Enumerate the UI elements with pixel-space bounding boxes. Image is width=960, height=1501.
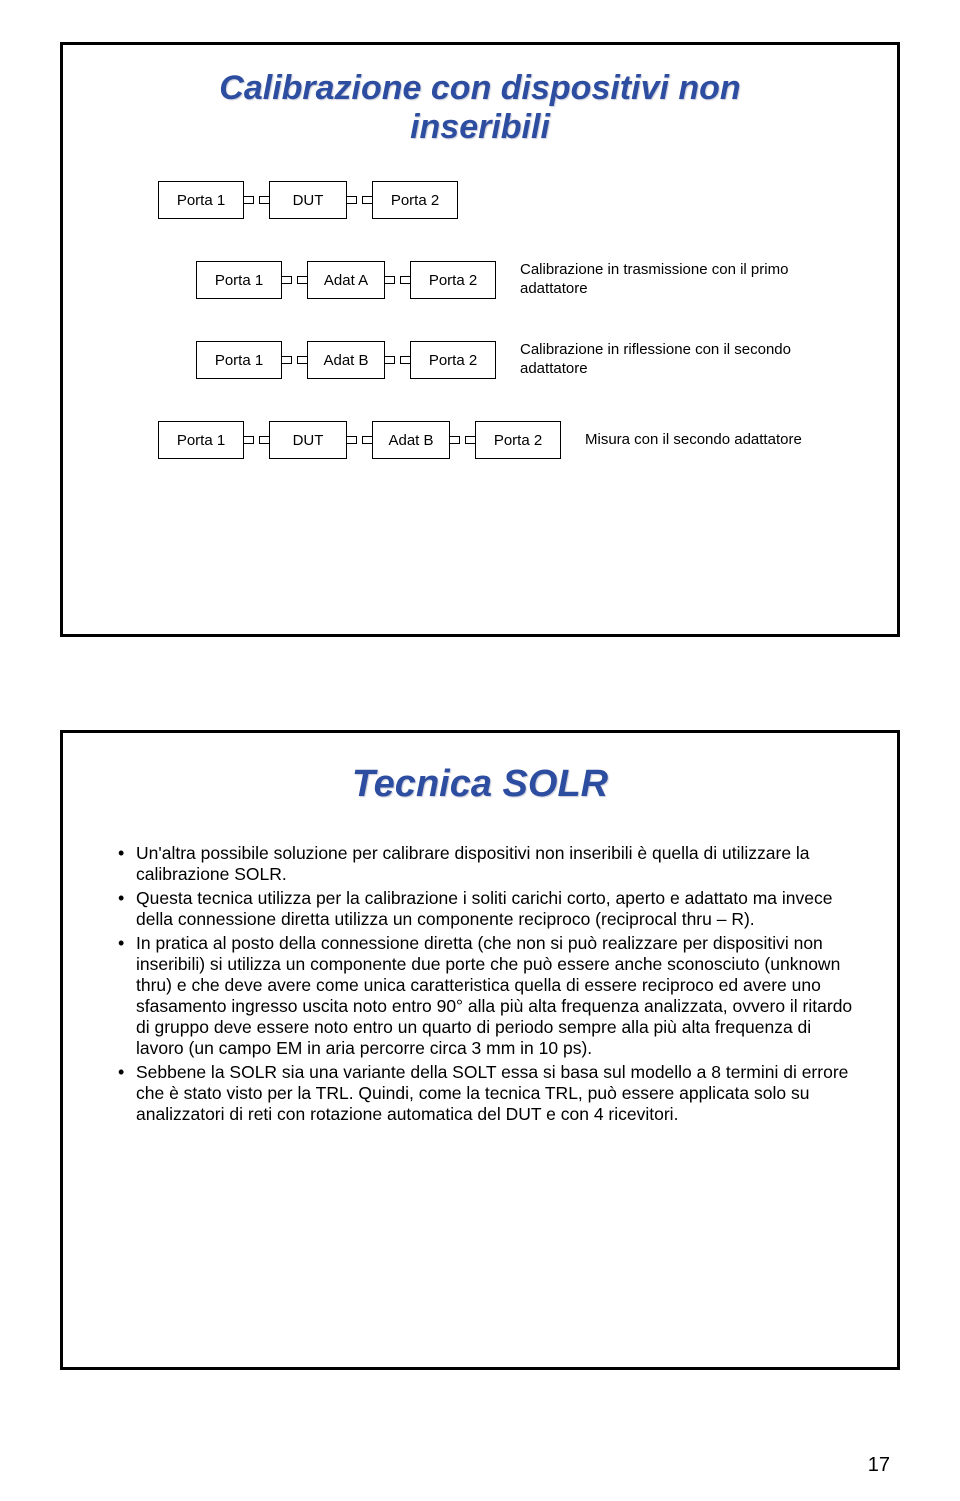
slide2-title: Tecnica SOLR [63,763,897,806]
list-item: Questa tecnica utilizza per la calibrazi… [118,888,858,930]
connector-icon [244,196,254,204]
port-box: Porta 1 [196,261,282,299]
diagram-row: Porta 1 DUT Adat B Porta 2 Misura con il… [158,415,808,465]
connector-icon [347,436,357,444]
bullet-list: Un'altra possibile soluzione per calibra… [118,843,858,1128]
connector-icon [347,196,357,204]
dut-box: DUT [269,181,347,219]
row-description: Calibrazione in trasmissione con il prim… [520,261,808,299]
diagram-row: Porta 1 Adat B Porta 2 Calibrazione in r… [196,335,808,385]
list-item: Un'altra possibile soluzione per calibra… [118,843,858,885]
connector-icon [297,356,307,364]
connector-icon [297,276,307,284]
slide1-title: Calibrazione con dispositivi non inserib… [63,69,897,147]
connector-icon [259,196,269,204]
adapter-box: Adat A [307,261,385,299]
port-box: Porta 1 [196,341,282,379]
page-number: 17 [868,1454,890,1477]
diagram-row: Porta 1 Adat A Porta 2 Calibrazione in t… [196,255,808,305]
list-item: Sebbene la SOLR sia una variante della S… [118,1062,858,1125]
row-description: Misura con il secondo adattatore [585,431,808,450]
adapter-box: Adat B [307,341,385,379]
dut-box: DUT [269,421,347,459]
title-line1: Calibrazione con dispositivi non [219,69,740,107]
connector-icon [362,196,372,204]
connector-icon [244,436,254,444]
diagram-rows: Porta 1 DUT Porta 2 Porta 1 Adat A Porta… [158,175,808,495]
connector-icon [400,356,410,364]
port-box: Porta 1 [158,421,244,459]
connector-icon [259,436,269,444]
connector-icon [385,276,395,284]
port-box: Porta 2 [372,181,458,219]
connector-icon [282,276,292,284]
adapter-box: Adat B [372,421,450,459]
row-description: Calibrazione in riflessione con il secon… [520,341,808,379]
connector-icon [450,436,460,444]
list-item: In pratica al posto della connessione di… [118,933,858,1059]
port-box: Porta 2 [475,421,561,459]
port-box: Porta 1 [158,181,244,219]
connector-icon [465,436,475,444]
diagram-row: Porta 1 DUT Porta 2 [158,175,808,225]
connector-icon [385,356,395,364]
connector-icon [362,436,372,444]
port-box: Porta 2 [410,261,496,299]
connector-icon [282,356,292,364]
connector-icon [400,276,410,284]
title-line2: inseribili [410,108,550,146]
slide-calibration: Calibrazione con dispositivi non inserib… [60,42,900,637]
slide-solr: Tecnica SOLR Un'altra possibile soluzion… [60,730,900,1370]
port-box: Porta 2 [410,341,496,379]
